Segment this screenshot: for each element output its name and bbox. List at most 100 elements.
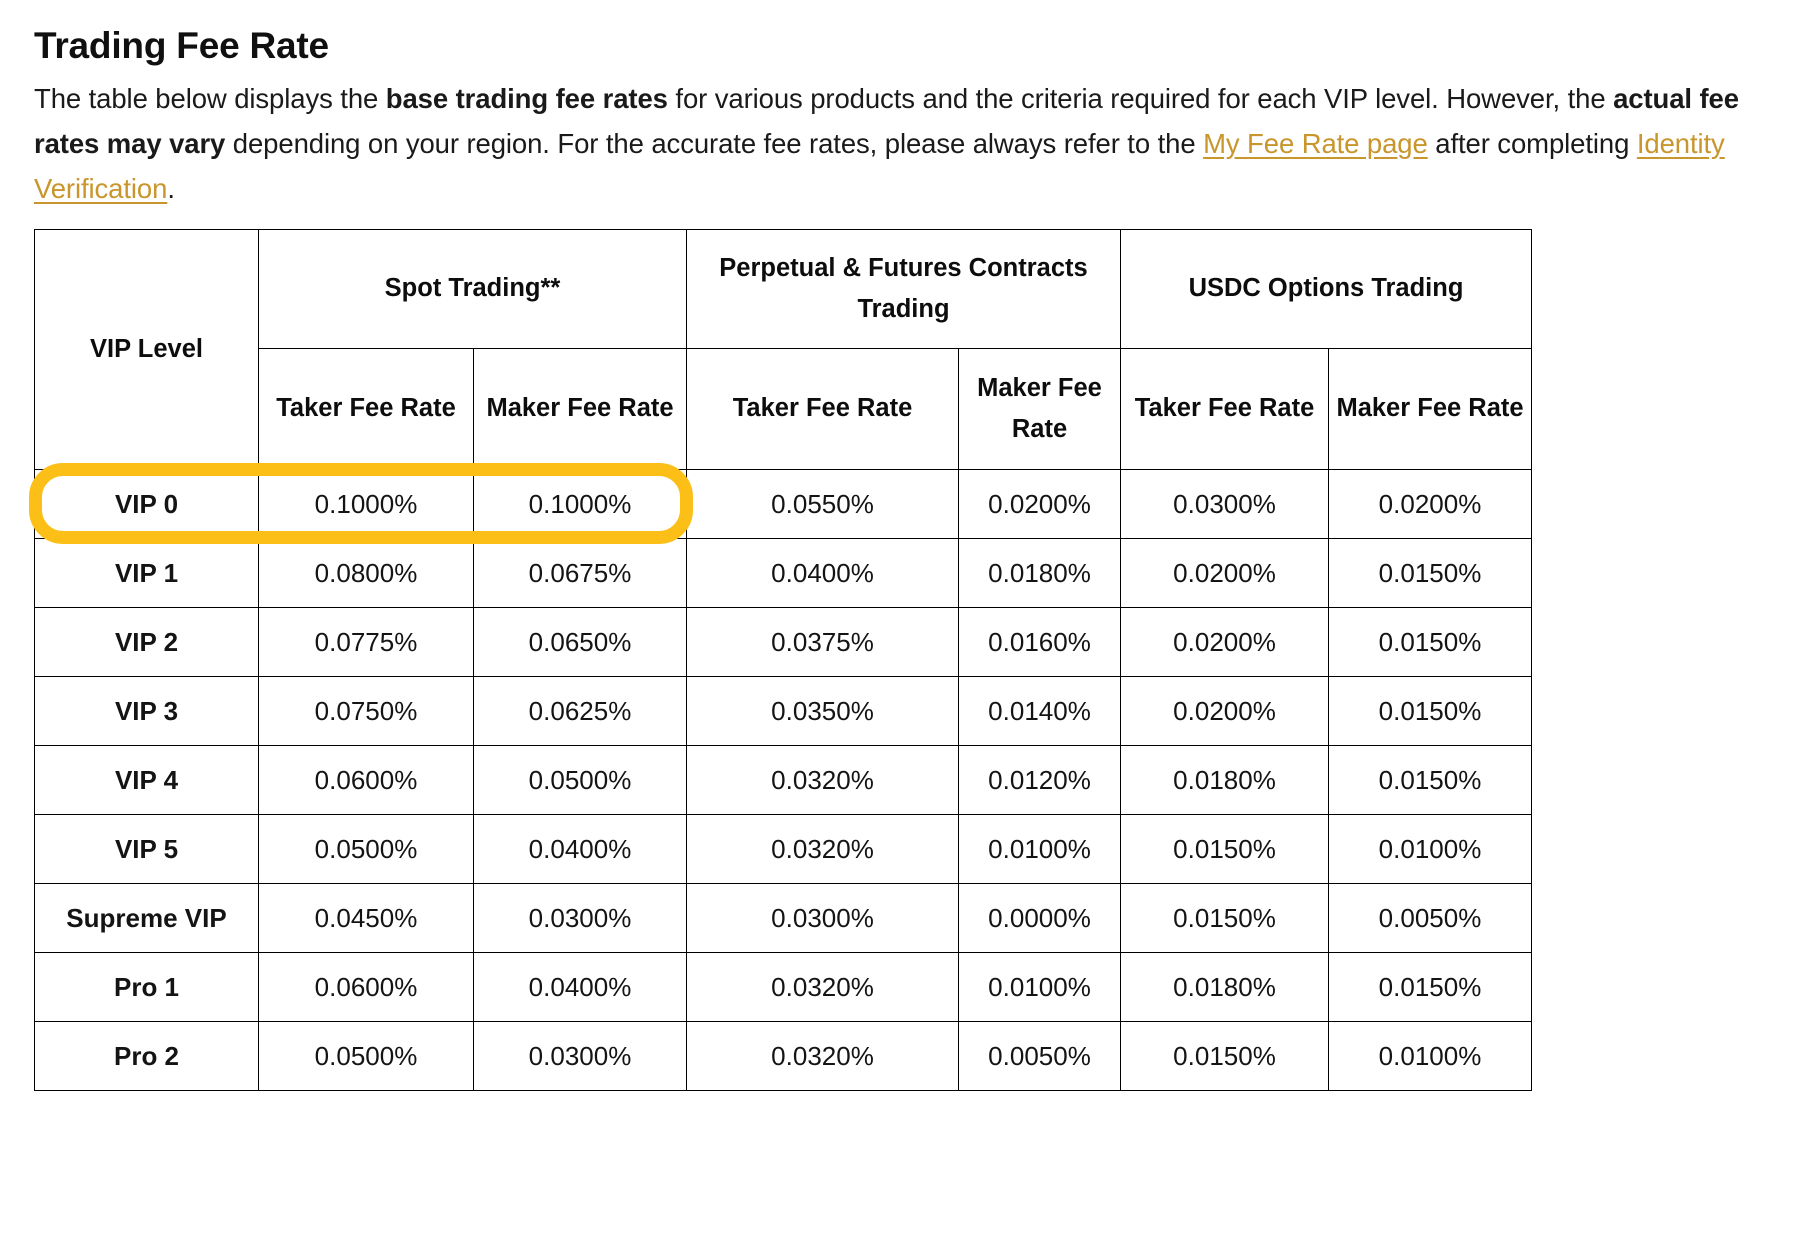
- cell-vip-level: Pro 1: [34, 951, 259, 1022]
- intro-bold-base-rates: base trading fee rates: [385, 82, 668, 114]
- trading-fee-rate-table: VIP Level Spot Trading** Perpetual & Fut…: [34, 228, 1532, 1091]
- cell-spot-taker-fee: 0.0775%: [258, 606, 474, 677]
- cell-vip-level: VIP 2: [34, 606, 259, 677]
- header-vip-level: VIP Level: [34, 228, 259, 470]
- cell-perp-maker-fee: 0.0000%: [958, 882, 1121, 953]
- table-row: Pro 2 0.0500% 0.0300% 0.0320% 0.0050% 0.0150%…: [34, 1020, 1532, 1091]
- identity-verification-link[interactable]: Identity Verification: [34, 127, 1725, 204]
- cell-vip-level: VIP 1: [34, 537, 259, 608]
- cell-spot-maker-fee: 0.1000%: [473, 468, 687, 539]
- cell-vip-level: VIP 5: [34, 813, 259, 884]
- table-row: VIP 4 0.0600% 0.0500% 0.0320% 0.0120% 0.0180%…: [34, 744, 1532, 815]
- table-row: VIP 1 0.0800% 0.0675% 0.0400% 0.0180% 0.0200%…: [34, 537, 1532, 608]
- cell-usdc-taker-fee: 0.0150%: [1120, 813, 1329, 884]
- cell-usdc-maker-fee: 0.0200%: [1328, 468, 1532, 539]
- intro-text-3: depending on your region. For the accura…: [225, 127, 1204, 159]
- intro-bold-actual-rates: actual fee rates may vary: [34, 82, 1739, 159]
- cell-vip-level: Pro 2: [34, 1020, 259, 1091]
- cell-usdc-taker-fee: 0.0150%: [1120, 1020, 1329, 1091]
- cell-perp-taker-fee: 0.0320%: [686, 813, 959, 884]
- table-row: VIP 2 0.0775% 0.0650% 0.0375% 0.0160% 0.0200%…: [34, 606, 1532, 677]
- cell-usdc-maker-fee: 0.0150%: [1328, 537, 1532, 608]
- cell-perp-maker-fee: 0.0180%: [958, 537, 1121, 608]
- header-row-subheaders: Taker Fee Rate Maker Fee Rate Taker Fee …: [35, 347, 1532, 470]
- table-head: VIP Level Spot Trading** Perpetual & Fut…: [34, 228, 1532, 470]
- cell-vip-level: VIP 3: [34, 675, 259, 746]
- page-title: Trading Fee Rate: [34, 25, 329, 66]
- cell-spot-maker-fee: 0.0625%: [473, 675, 687, 746]
- cell-spot-taker-fee: 0.0500%: [258, 813, 474, 884]
- intro-text-2: for various products and the criteria re…: [667, 82, 1614, 114]
- cell-spot-taker-fee: 0.0500%: [258, 1020, 474, 1091]
- cell-perp-maker-fee: 0.0140%: [958, 675, 1121, 746]
- intro-text-5: .: [167, 172, 175, 204]
- cell-usdc-taker-fee: 0.0200%: [1120, 606, 1329, 677]
- cell-perp-maker-fee: 0.0160%: [958, 606, 1121, 677]
- cell-spot-maker-fee: 0.0650%: [473, 606, 687, 677]
- cell-usdc-taker-fee: 0.0200%: [1120, 537, 1329, 608]
- cell-perp-taker-fee: 0.0350%: [686, 675, 959, 746]
- cell-perp-taker-fee: 0.0400%: [686, 537, 959, 608]
- cell-usdc-maker-fee: 0.0050%: [1328, 882, 1532, 953]
- my-fee-rate-page-link[interactable]: My Fee Rate page: [1203, 127, 1428, 159]
- header-group-spot-trading: Spot Trading**: [258, 228, 687, 349]
- cell-perp-taker-fee: 0.0320%: [686, 744, 959, 815]
- cell-spot-taker-fee: 0.0800%: [258, 537, 474, 608]
- table-row: Pro 1 0.0600% 0.0400% 0.0320% 0.0100% 0.0180%…: [34, 951, 1532, 1022]
- cell-spot-taker-fee: 0.0600%: [258, 951, 474, 1022]
- header-group-perpetual-futures: Perpetual & Futures Contracts Trading: [686, 228, 1121, 349]
- cell-perp-taker-fee: 0.0375%: [686, 606, 959, 677]
- cell-usdc-maker-fee: 0.0150%: [1328, 951, 1532, 1022]
- cell-perp-maker-fee: 0.0100%: [958, 813, 1121, 884]
- cell-usdc-taker-fee: 0.0180%: [1120, 744, 1329, 815]
- cell-spot-maker-fee: 0.0300%: [473, 1020, 687, 1091]
- cell-usdc-taker-fee: 0.0200%: [1120, 675, 1329, 746]
- cell-perp-maker-fee: 0.0200%: [958, 468, 1121, 539]
- cell-perp-taker-fee: 0.0320%: [686, 951, 959, 1022]
- cell-spot-taker-fee: 0.0750%: [258, 675, 474, 746]
- header-spot-taker-fee-rate: Taker Fee Rate: [258, 347, 474, 470]
- cell-perp-taker-fee: 0.0320%: [686, 1020, 959, 1091]
- intro-text-1: The table below displays the: [34, 82, 386, 114]
- cell-usdc-maker-fee: 0.0100%: [1328, 813, 1532, 884]
- cell-usdc-taker-fee: 0.0300%: [1120, 468, 1329, 539]
- header-perp-maker-fee-rate: Maker Fee Rate: [958, 347, 1121, 470]
- cell-usdc-taker-fee: 0.0180%: [1120, 951, 1329, 1022]
- cell-perp-maker-fee: 0.0120%: [958, 744, 1121, 815]
- table-row: VIP 0 0.1000% 0.1000% 0.0550% 0.0200% 0.0300%…: [34, 468, 1532, 539]
- header-usdc-maker-fee-rate: Maker Fee Rate: [1328, 347, 1532, 470]
- intro-text-4: after completing: [1427, 127, 1637, 159]
- header-row-groups: VIP Level Spot Trading** Perpetual & Fut…: [34, 228, 1532, 470]
- table-row: VIP 5 0.0500% 0.0400% 0.0320% 0.0100% 0.0150%…: [34, 813, 1532, 884]
- header-group-usdc-options: USDC Options Trading: [1120, 228, 1532, 349]
- cell-spot-maker-fee: 0.0400%: [473, 813, 687, 884]
- cell-spot-maker-fee: 0.0500%: [473, 744, 687, 815]
- cell-spot-taker-fee: 0.1000%: [258, 468, 474, 539]
- table-body: VIP 0 0.1000% 0.1000% 0.0550% 0.0200% 0.0300%…: [34, 468, 1532, 1091]
- cell-usdc-maker-fee: 0.0100%: [1328, 1020, 1532, 1091]
- cell-spot-taker-fee: 0.0450%: [258, 882, 474, 953]
- header-perp-taker-fee-rate: Taker Fee Rate: [686, 347, 959, 470]
- cell-vip-level: Supreme VIP: [34, 882, 259, 953]
- cell-perp-taker-fee: 0.0300%: [686, 882, 959, 953]
- header-usdc-taker-fee-rate: Taker Fee Rate: [1120, 347, 1329, 470]
- cell-spot-maker-fee: 0.0400%: [473, 951, 687, 1022]
- intro-paragraph: The table below displays the base tradin…: [34, 76, 1777, 211]
- header-spot-maker-fee-rate: Maker Fee Rate: [473, 347, 687, 470]
- cell-usdc-maker-fee: 0.0150%: [1328, 675, 1532, 746]
- cell-perp-taker-fee: 0.0550%: [686, 468, 959, 539]
- cell-vip-level: VIP 0: [34, 468, 259, 539]
- cell-perp-maker-fee: 0.0100%: [958, 951, 1121, 1022]
- cell-perp-maker-fee: 0.0050%: [958, 1020, 1121, 1091]
- cell-spot-maker-fee: 0.0300%: [473, 882, 687, 953]
- table-row: VIP 3 0.0750% 0.0625% 0.0350% 0.0140% 0.0200%…: [34, 675, 1532, 746]
- cell-usdc-maker-fee: 0.0150%: [1328, 606, 1532, 677]
- table-row: Supreme VIP 0.0450% 0.0300% 0.0300% 0.0000% 0…: [34, 882, 1532, 953]
- fee-table-container: VIP Level Spot Trading** Perpetual & Fut…: [28, 228, 1777, 1091]
- cell-vip-level: VIP 4: [34, 744, 259, 815]
- cell-usdc-taker-fee: 0.0150%: [1120, 882, 1329, 953]
- cell-usdc-maker-fee: 0.0150%: [1328, 744, 1532, 815]
- cell-spot-maker-fee: 0.0675%: [473, 537, 687, 608]
- cell-spot-taker-fee: 0.0600%: [258, 744, 474, 815]
